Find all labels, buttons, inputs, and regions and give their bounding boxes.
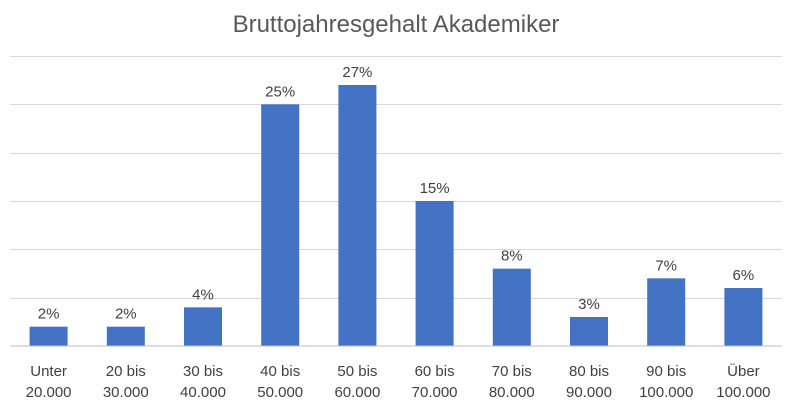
x-tick-label: 50 bis 60.000 [334, 363, 380, 401]
data-label: 15% [420, 180, 450, 197]
x-tick-label-line: 90 bis [646, 363, 686, 380]
x-tick-label-line: 20 bis [106, 363, 146, 380]
bar [415, 201, 454, 346]
bar [647, 278, 686, 346]
x-tick-label-line: 60 bis [415, 363, 455, 380]
x-tick-label-line: Über [727, 362, 760, 380]
x-tick-labels: Unter 20.000 20 bis 30.000 30 bis 40.000 40 bi… [26, 362, 771, 401]
x-tick-label: Unter 20.000 [26, 363, 72, 401]
x-tick-label-line: 80.000 [489, 384, 535, 401]
data-label: 7% [655, 257, 677, 274]
bar [29, 326, 68, 346]
x-tick-label-line: 30.000 [103, 384, 149, 401]
chart-title: Bruttojahresgehalt Akademiker [233, 11, 560, 38]
bar [724, 288, 763, 346]
x-tick-label: 60 bis 70.000 [412, 363, 458, 401]
x-tick-label-line: 60.000 [334, 384, 380, 401]
x-tick-label-line: 40.000 [180, 384, 226, 401]
bar [570, 317, 608, 346]
x-tick-label: 40 bis 50.000 [257, 363, 303, 401]
x-tick-label-line: 80 bis [569, 363, 609, 380]
x-tick-label-line: 40 bis [260, 363, 300, 380]
data-label: 6% [733, 267, 755, 284]
data-label: 3% [578, 296, 600, 313]
data-label: 2% [38, 306, 60, 323]
data-label: 2% [115, 306, 137, 323]
bar [261, 104, 300, 346]
x-tick-label-line: 50.000 [257, 384, 303, 401]
x-tick-label-line: 90.000 [566, 384, 612, 401]
x-tick-label-line: 30 bis [183, 363, 223, 380]
x-tick-label: 30 bis 40.000 [180, 363, 226, 401]
x-tick-label: 90 bis 100.000 [639, 363, 693, 401]
data-label: 27% [342, 64, 372, 81]
bar [106, 326, 145, 346]
data-labels: 2% 2% 4% 25% 27% 15% 8% 3% 7% 6% [38, 64, 754, 323]
x-tick-label-line: 70.000 [412, 384, 458, 401]
x-tick-label: Über 100.000 [716, 362, 770, 401]
data-label: 4% [192, 286, 214, 303]
x-tick-label-line: 100.000 [716, 384, 770, 401]
bar [492, 268, 531, 346]
x-tick-label-line: 70 bis [492, 363, 532, 380]
bars [29, 85, 763, 346]
x-tick-label-line: Unter [30, 363, 67, 380]
bar [338, 85, 377, 346]
x-tick-label-line: 100.000 [639, 384, 693, 401]
x-tick-label-line: 50 bis [337, 363, 377, 380]
x-tick-label: 80 bis 90.000 [566, 363, 612, 401]
data-label: 8% [501, 248, 523, 265]
x-tick-label-line: 20.000 [26, 384, 72, 401]
data-label: 25% [265, 83, 295, 100]
bar [184, 307, 222, 346]
x-tick-label: 20 bis 30.000 [103, 363, 149, 401]
x-tick-label: 70 bis 80.000 [489, 363, 535, 401]
